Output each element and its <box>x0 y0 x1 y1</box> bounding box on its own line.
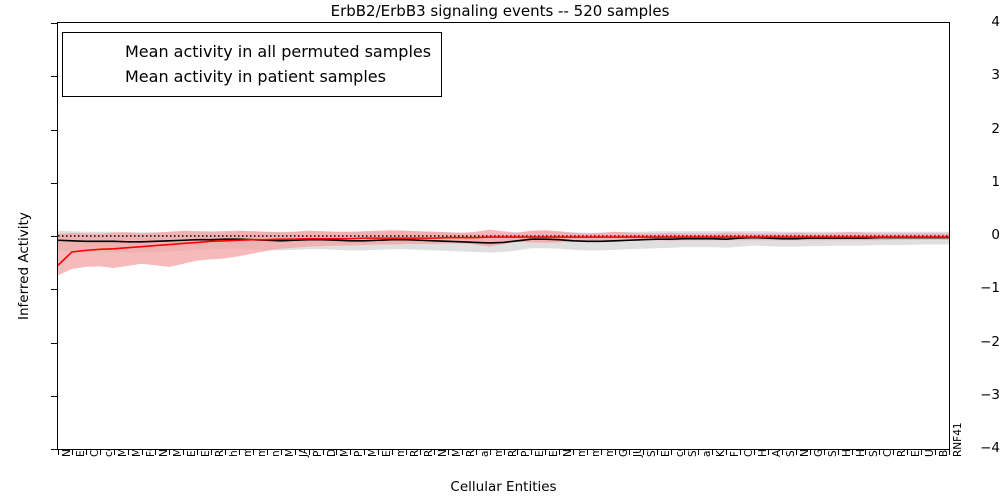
y-axis-tick-label: 4 <box>991 14 1000 30</box>
x-axis-tick-mark <box>169 450 171 455</box>
x-axis-tick-mark <box>489 450 491 455</box>
x-axis-tick-mark <box>419 450 421 455</box>
y-axis-tick-label: 0 <box>991 227 1000 243</box>
y-axis-tick-mark <box>51 236 57 237</box>
x-axis-tick-mark <box>698 450 700 455</box>
x-axis-tick-mark <box>350 450 352 455</box>
x-axis-tick-mark <box>559 450 561 455</box>
x-axis-tick-mark <box>628 450 630 455</box>
y-axis-tick-mark <box>51 182 57 184</box>
y-axis-tick-label: −2 <box>980 333 1000 350</box>
y-axis-tick-label: 1 <box>991 173 1000 190</box>
x-axis-tick-mark <box>308 450 310 455</box>
x-axis-tick-mark <box>433 450 435 455</box>
x-axis-tick-mark <box>545 450 547 455</box>
x-axis-tick-mark <box>573 450 575 455</box>
y-axis-tick-mark <box>51 23 57 24</box>
x-axis-tick-mark <box>837 450 839 455</box>
x-axis-tick-mark <box>865 450 867 455</box>
x-axis-tick-mark <box>781 450 783 455</box>
plot-svg <box>58 229 949 276</box>
x-axis-tick-mark <box>712 450 714 455</box>
legend: Mean activity in all permuted samples Me… <box>62 32 443 97</box>
series-line-patient <box>58 236 949 266</box>
y-axis-tick-label: −3 <box>980 386 1000 403</box>
y-axis-label: Inferred Activity <box>16 212 32 320</box>
x-axis-tick-mark <box>921 450 923 455</box>
y-axis-tick-mark <box>51 395 57 397</box>
x-axis-label: Cellular Entities <box>450 479 557 495</box>
x-axis-tick-mark <box>85 450 87 455</box>
x-axis-tick-mark <box>406 450 408 455</box>
x-axis-tick-mark <box>238 450 240 455</box>
x-axis-tick-mark <box>475 450 477 455</box>
y-axis-tick-mark <box>51 129 57 131</box>
x-axis-tick-mark <box>893 450 895 455</box>
y-axis-tick-mark <box>51 289 57 291</box>
legend-label-permuted: Mean activity in all permuted samples <box>125 42 432 61</box>
x-axis-tick-mark <box>322 450 324 455</box>
series-line-permuted <box>58 236 949 244</box>
x-axis-tick-mark <box>614 450 616 455</box>
x-axis-tick-mark <box>197 450 199 455</box>
x-axis-tick-mark <box>754 450 756 455</box>
y-axis-tick-mark <box>51 76 57 78</box>
legend-label-patient: Mean activity in patient samples <box>125 67 386 86</box>
x-axis-tick-mark <box>378 450 380 455</box>
x-axis-tick-mark <box>587 450 589 455</box>
x-axis-tick-mark <box>879 450 881 455</box>
x-axis-tick-mark <box>71 450 73 455</box>
x-axis-tick-mark <box>726 450 728 455</box>
x-axis-tick-mark <box>935 450 937 455</box>
y-axis-tick-label: 3 <box>991 67 1000 84</box>
y-axis-tick-label: 2 <box>991 120 1000 137</box>
y-axis-tick-label: −1 <box>980 280 1000 297</box>
y-axis-tick-mark <box>51 342 57 344</box>
x-axis-tick-mark <box>531 450 533 455</box>
x-axis-tick-label: RNF41 <box>952 422 964 457</box>
x-axis-tick-mark <box>809 450 811 455</box>
x-axis-tick-mark <box>949 450 950 455</box>
x-axis-tick-mark <box>447 450 449 455</box>
x-axis-tick-mark <box>642 450 644 455</box>
x-axis-tick-mark <box>99 450 101 455</box>
x-axis-tick-mark <box>364 450 366 455</box>
x-axis-tick-mark <box>392 450 394 455</box>
x-axis-tick-mark <box>127 450 129 455</box>
legend-item-patient: Mean activity in patient samples <box>71 64 431 89</box>
x-axis-tick-mark <box>58 450 59 455</box>
x-axis-tick-mark <box>517 450 519 455</box>
chart-title: ErbB2/ErbB3 signaling events -- 520 samp… <box>330 2 670 20</box>
legend-item-permuted: Mean activity in all permuted samples <box>71 39 431 64</box>
x-axis-tick-mark <box>851 450 853 455</box>
x-axis-tick-mark <box>656 450 658 455</box>
x-axis-tick-mark <box>183 450 185 455</box>
x-axis-tick-mark <box>225 450 227 455</box>
x-axis-tick-mark <box>684 450 686 455</box>
x-axis-tick-mark <box>252 450 254 455</box>
x-axis-tick-mark <box>768 450 770 455</box>
x-axis-tick-mark <box>600 450 602 455</box>
x-axis-tick-mark <box>280 450 282 455</box>
x-axis-tick-mark <box>113 450 115 455</box>
x-axis-tick-mark <box>670 450 672 455</box>
x-axis-tick-mark <box>740 450 742 455</box>
y-axis-tick-mark <box>51 449 57 450</box>
plot-area <box>57 22 950 450</box>
x-axis-tick-mark <box>141 450 143 455</box>
x-axis-tick-mark <box>907 450 909 455</box>
x-axis-tick-mark <box>211 450 213 455</box>
x-axis-tick-mark <box>266 450 268 455</box>
x-axis-tick-mark <box>823 450 825 455</box>
x-axis-tick-mark <box>795 450 797 455</box>
x-axis-tick-mark <box>336 450 338 455</box>
x-axis-tick-mark <box>294 450 296 455</box>
x-axis-tick-mark <box>503 450 505 455</box>
y-axis-tick-label: −4 <box>980 440 1000 456</box>
x-axis-tick-mark <box>155 450 157 455</box>
x-axis-tick-mark <box>461 450 463 455</box>
